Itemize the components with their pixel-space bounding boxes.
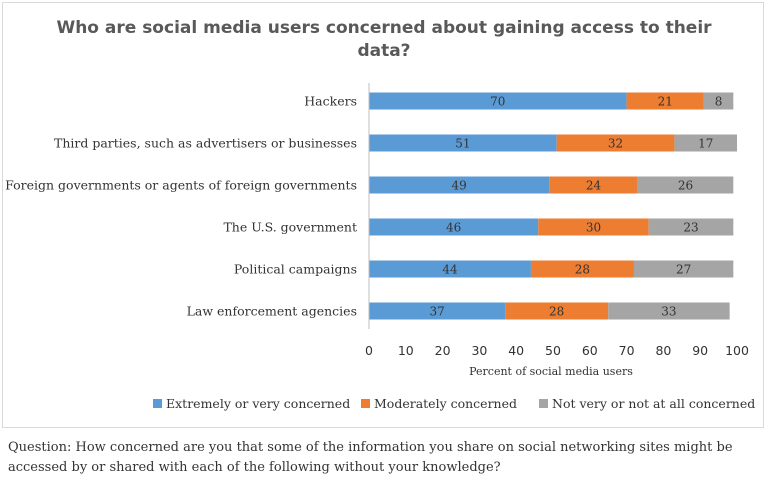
data-label: 30: [586, 221, 601, 235]
data-label: 28: [575, 263, 590, 277]
legend-label: Moderately concerned: [374, 396, 517, 411]
legend: Extremely or very concerned Moderately co…: [153, 396, 755, 411]
bar-segment: [369, 92, 627, 110]
x-tick-label: 30: [471, 343, 487, 358]
category-label: Political campaigns: [234, 262, 357, 277]
x-tick-label: 0: [365, 343, 373, 358]
data-label: 8: [715, 95, 723, 109]
data-label: 49: [452, 179, 467, 193]
category-label: Foreign governments or agents of foreign…: [5, 178, 357, 193]
data-label: 51: [455, 137, 470, 151]
bar-segment: [369, 302, 506, 320]
data-label: 32: [608, 137, 623, 151]
x-tick-label: 80: [655, 343, 671, 358]
bar-segment: [369, 134, 557, 152]
data-label: 26: [678, 179, 693, 193]
data-label: 28: [549, 305, 564, 319]
bar-segment: [648, 218, 734, 236]
category-labels: Hackers Third parties, such as advertiser…: [5, 94, 357, 319]
data-label: 27: [676, 263, 691, 277]
bar-segment: [556, 134, 675, 152]
x-tick-label: 10: [398, 343, 414, 358]
bar-segment: [505, 302, 609, 320]
bar-segment: [608, 302, 730, 320]
bar-segment: [549, 176, 638, 194]
data-label: 46: [446, 221, 461, 235]
bar-segment: [369, 176, 550, 194]
bar-segment: [674, 134, 737, 152]
category-label: Third parties, such as advertisers or bu…: [54, 136, 357, 151]
category-label: The U.S. government: [223, 220, 357, 235]
x-axis-label: Percent of social media users: [469, 365, 633, 378]
bar-segment: [626, 92, 704, 110]
bar-segment: [369, 260, 531, 278]
legend-label: Extremely or very concerned: [166, 396, 350, 411]
x-tick-label: 60: [582, 343, 598, 358]
data-label: 23: [683, 221, 698, 235]
question-text: Question: How concerned are you that som…: [8, 440, 733, 475]
bar-segment: [703, 92, 734, 110]
category-label: Hackers: [304, 94, 357, 109]
x-tick-label: 90: [692, 343, 708, 358]
bar-segment: [538, 218, 649, 236]
data-label: 37: [429, 305, 444, 319]
data-label: 33: [661, 305, 676, 319]
data-label: 24: [586, 179, 602, 193]
data-label: 17: [698, 137, 713, 151]
bar-segment: [530, 260, 634, 278]
bar-segment: [369, 218, 539, 236]
x-tick-label: 70: [619, 343, 635, 358]
chart-title-line-2: data?: [357, 41, 410, 61]
category-label: Law enforcement agencies: [187, 304, 357, 319]
chart-title: Who are social media users concerned abo…: [56, 18, 712, 61]
chart-title-line-1: Who are social media users concerned abo…: [56, 18, 712, 38]
bars-group: 70 21 8 51 32 17 49 24 26 46 30 23 44 28 27 37 28 33: [369, 92, 737, 320]
bar-segment: [633, 260, 734, 278]
bar-segment: [637, 176, 734, 194]
legend-label: Not very or not at all concerned: [552, 396, 755, 411]
chart-frame: Who are social media users concerned abo…: [2, 2, 764, 428]
legend-swatch: [361, 399, 370, 408]
x-tick-label: 50: [545, 343, 561, 358]
data-label: 44: [442, 263, 458, 277]
stacked-bar-chart: Who are social media users concerned abo…: [5, 18, 755, 411]
data-label: 21: [658, 95, 673, 109]
x-tick-label: 20: [435, 343, 451, 358]
legend-swatch: [539, 399, 548, 408]
data-label: 70: [490, 95, 505, 109]
x-tick-label: 100: [725, 343, 749, 358]
x-axis-ticks: 0 10 20 30 40 50 60 70 80 90 100: [365, 343, 749, 358]
legend-swatch: [153, 399, 162, 408]
x-tick-label: 40: [508, 343, 524, 358]
